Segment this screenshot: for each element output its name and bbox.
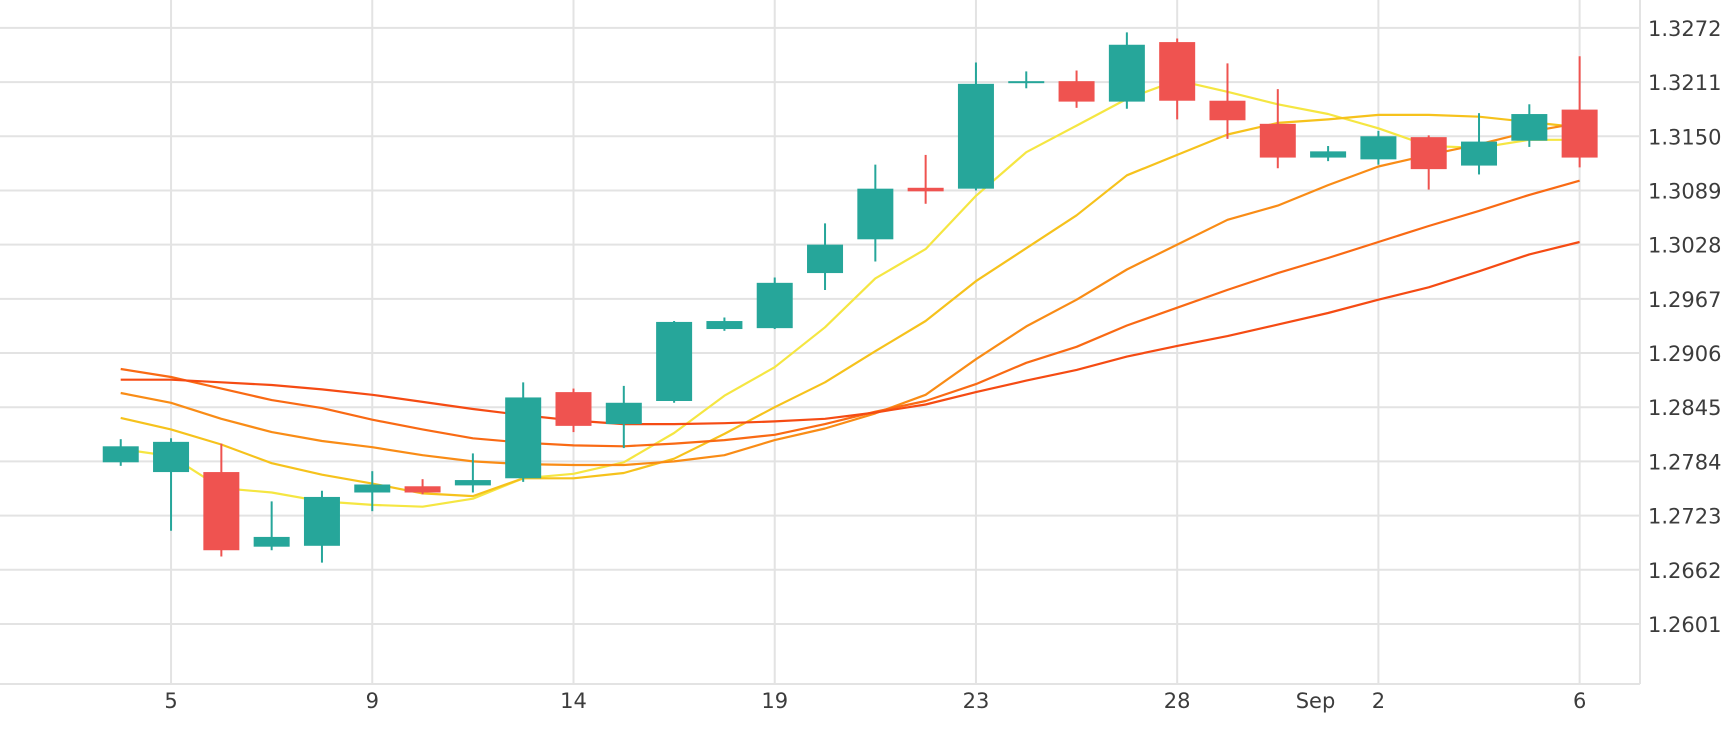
- candle-body: [706, 321, 743, 330]
- candle-body: [1511, 114, 1548, 141]
- candle: [1511, 104, 1548, 147]
- candles: [102, 32, 1598, 563]
- moving-average-line-1: [120, 79, 1580, 508]
- candle-body: [605, 402, 642, 425]
- candle-body: [957, 83, 994, 189]
- candle: [1310, 146, 1347, 162]
- y-axis: 1.3272 1.3211 1.3150 1.3089 1.3028 1.2967 1.29…: [1648, 17, 1721, 637]
- candle: [1561, 56, 1598, 168]
- y-tick-label: 1.2967: [1648, 288, 1721, 312]
- candle-body: [1461, 141, 1498, 166]
- candle-body: [1259, 123, 1296, 158]
- y-tick-label: 1.2906: [1648, 342, 1721, 366]
- candle: [1008, 71, 1045, 89]
- candle: [354, 471, 391, 512]
- candle: [1159, 38, 1196, 120]
- candle: [1360, 130, 1397, 165]
- x-tick-label: 5: [164, 689, 177, 713]
- candle: [1209, 63, 1246, 139]
- candle-body: [354, 484, 391, 493]
- x-tick-label: 2: [1372, 689, 1385, 713]
- candle: [1108, 32, 1145, 109]
- candle: [756, 277, 793, 330]
- candle: [203, 443, 240, 557]
- candle-body: [1209, 100, 1246, 121]
- x-tick-label: 9: [366, 689, 379, 713]
- y-tick-label: 1.2723: [1648, 505, 1721, 529]
- candle-body: [1360, 136, 1397, 160]
- candle: [153, 438, 190, 531]
- candle-body: [153, 441, 190, 473]
- candle-body: [203, 472, 240, 551]
- y-tick-label: 1.3089: [1648, 179, 1721, 203]
- candle: [1461, 113, 1498, 175]
- candle: [404, 479, 441, 495]
- candle-body: [807, 244, 844, 274]
- y-tick-label: 1.3028: [1648, 234, 1721, 258]
- moving-average-line-2: [120, 113, 1580, 498]
- y-tick-label: 1.2784: [1648, 450, 1721, 474]
- candle-body: [857, 188, 894, 240]
- y-tick-label: 1.2845: [1648, 396, 1721, 420]
- candle: [303, 490, 340, 563]
- candle: [605, 385, 642, 449]
- y-tick-label: 1.3211: [1648, 71, 1721, 95]
- y-tick-label: 1.3272: [1648, 17, 1721, 41]
- moving-average-line-4: [120, 179, 1580, 448]
- candle-body: [253, 536, 290, 547]
- candle-body: [555, 392, 592, 426]
- candle: [907, 154, 944, 204]
- x-tick-label: 19: [761, 689, 788, 713]
- candle-body: [1108, 44, 1145, 102]
- candle: [102, 439, 139, 466]
- candle-body: [1561, 109, 1598, 158]
- candle-body: [505, 397, 542, 479]
- x-tick-label: 6: [1573, 689, 1586, 713]
- moving-average-lines: [120, 79, 1580, 508]
- candle: [656, 321, 693, 403]
- y-tick-label: 1.2662: [1648, 559, 1721, 583]
- candle-body: [102, 446, 139, 463]
- candle-body: [454, 480, 491, 486]
- candle: [454, 453, 491, 493]
- moving-average-line-5: [120, 240, 1580, 426]
- y-tick-label: 1.2601: [1648, 613, 1721, 637]
- x-tick-label: 23: [963, 689, 990, 713]
- candle: [1410, 135, 1447, 190]
- candle-body: [1410, 137, 1447, 170]
- moving-average-line-3: [120, 121, 1580, 467]
- candle: [253, 501, 290, 551]
- candle: [505, 382, 542, 482]
- candle: [957, 62, 994, 191]
- candle-body: [907, 187, 944, 192]
- candle: [555, 388, 592, 433]
- x-tick-label: 14: [560, 689, 587, 713]
- candle: [1058, 70, 1095, 108]
- candle: [807, 223, 844, 290]
- candle: [857, 164, 894, 262]
- grid: [0, 0, 1641, 685]
- x-tick-label: Sep: [1296, 689, 1336, 713]
- x-axis: 5 9 14 19 23 28 Sep 2 6: [164, 689, 1586, 713]
- candle-body: [656, 321, 693, 401]
- candle-body: [756, 282, 793, 329]
- candle: [1259, 89, 1296, 169]
- candle-body: [1008, 81, 1045, 84]
- candle-body: [1310, 151, 1347, 158]
- candle: [706, 317, 743, 331]
- candle-body: [1159, 42, 1196, 101]
- candle-body: [1058, 81, 1095, 102]
- x-tick-label: 28: [1164, 689, 1191, 713]
- candle-body: [303, 496, 340, 546]
- candle-body: [404, 486, 441, 493]
- y-tick-label: 1.3150: [1648, 125, 1721, 149]
